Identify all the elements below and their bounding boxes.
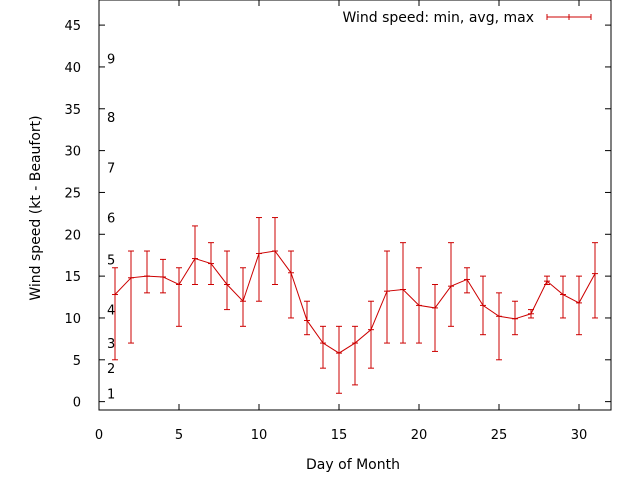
x-tick-label: 30: [571, 428, 588, 443]
beaufort-label: 2: [107, 362, 115, 377]
y-tick-label: 25: [64, 186, 81, 201]
y-tick-label: 45: [64, 19, 81, 34]
y-tick-label: 20: [64, 228, 81, 243]
y-tick-label: 0: [73, 396, 81, 411]
beaufort-label: 1: [107, 387, 115, 402]
legend-label: Wind speed: min, avg, max: [342, 10, 534, 26]
legend: Wind speed: min, avg, max: [342, 10, 592, 26]
y-tick-label: 5: [73, 354, 81, 369]
beaufort-label: 6: [107, 212, 115, 227]
data-series: [112, 217, 598, 394]
beaufort-label: 7: [107, 161, 115, 176]
x-tick-label: 5: [175, 428, 183, 443]
beaufort-label: 5: [107, 253, 115, 268]
x-tick-label: 20: [411, 428, 428, 443]
beaufort-label: 3: [107, 337, 115, 352]
y-tick-label: 40: [64, 61, 81, 76]
beaufort-label: 4: [107, 304, 115, 319]
plot-frame: [98, 0, 612, 411]
y-axis-title: Wind speed (kt - Beaufort): [28, 115, 44, 300]
x-tick-label: 10: [251, 428, 268, 443]
y-tick-label: 15: [64, 270, 81, 285]
beaufort-label: 9: [107, 53, 115, 68]
x-axis-title: Day of Month: [306, 457, 400, 473]
y-tick-label: 30: [64, 145, 81, 160]
y-tick-label: 35: [64, 103, 81, 118]
x-tick-label: 0: [95, 428, 103, 443]
beaufort-scale-labels: 1 2 3 4 5 6 7 8 9: [107, 53, 115, 403]
x-tick-label: 15: [331, 428, 348, 443]
y-tick-label: 10: [64, 312, 81, 327]
x-tick-label: 25: [491, 428, 508, 443]
beaufort-label: 8: [107, 111, 115, 126]
